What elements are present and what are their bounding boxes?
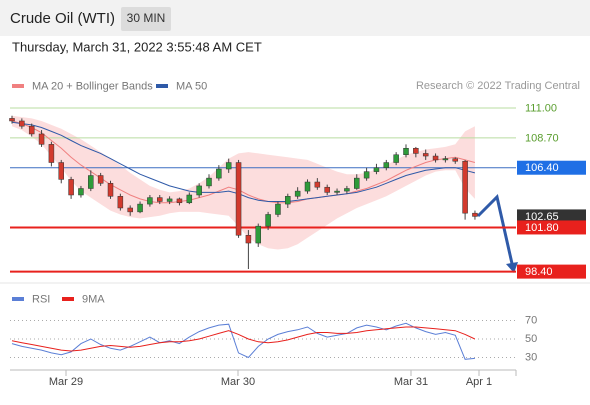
moving-average xyxy=(11,120,476,204)
candle-body xyxy=(137,203,143,213)
level-label: 101.80 xyxy=(525,222,559,234)
interval-button[interactable] xyxy=(121,7,171,31)
legend-label: MA 20 + Bollinger Bands xyxy=(32,80,153,92)
level-label: 98.40 xyxy=(525,266,553,278)
candle-body xyxy=(97,175,104,184)
level-label: 106.40 xyxy=(525,162,559,174)
candle-body xyxy=(344,188,350,192)
candle-body xyxy=(393,154,399,163)
level-box xyxy=(517,160,586,175)
datetime: Thursday, March 31, 2022 3:55:48 AM CET xyxy=(12,39,262,54)
candle-body xyxy=(9,118,15,122)
candle-body xyxy=(68,179,74,196)
legend-swatch xyxy=(62,297,74,301)
bollinger-band xyxy=(12,115,475,250)
level-label: 111.00 xyxy=(525,102,557,114)
candle-body xyxy=(38,133,45,145)
candle-body xyxy=(413,147,419,154)
candle-body xyxy=(383,162,390,168)
candle-body xyxy=(363,171,370,179)
candle-body xyxy=(373,167,380,172)
level-box xyxy=(517,209,586,224)
candle-body xyxy=(216,168,222,179)
candle-body xyxy=(324,186,330,193)
legend-swatch xyxy=(156,84,168,88)
candle-body xyxy=(442,158,449,161)
candle-body xyxy=(107,183,114,197)
candle-body xyxy=(19,120,25,127)
candle-body xyxy=(314,181,321,188)
candle-body xyxy=(422,153,429,157)
x-tick-label: Apr 1 xyxy=(466,376,492,388)
arrow-head xyxy=(506,262,518,273)
indicator-line xyxy=(11,326,476,352)
candle-body xyxy=(88,175,94,189)
candle-body xyxy=(147,197,153,205)
candle-body xyxy=(78,188,84,196)
candle-body xyxy=(462,160,468,214)
level-box xyxy=(517,220,586,235)
x-tick-label: Mar 31 xyxy=(394,376,428,388)
credit: Research © 2022 Trading Central xyxy=(416,80,580,92)
indicator-line xyxy=(11,322,475,360)
y-tick-label: 70 xyxy=(525,314,537,326)
candle-body xyxy=(206,177,212,187)
candle-body xyxy=(245,235,252,244)
candle-body xyxy=(265,214,271,227)
projection-arrow xyxy=(476,194,515,269)
legend-label: RSI xyxy=(32,293,50,305)
candle-body xyxy=(235,162,242,236)
candle-body xyxy=(275,203,281,215)
candle-body xyxy=(117,196,124,209)
y-tick-label: 50 xyxy=(525,333,537,345)
candle-body xyxy=(196,185,202,196)
candle-body xyxy=(432,155,439,161)
legend-label: 9MA xyxy=(82,293,105,305)
candle-body xyxy=(452,158,458,162)
legend-label: MA 50 xyxy=(176,80,207,92)
legend-swatch xyxy=(12,84,24,88)
level-box xyxy=(517,264,586,279)
candle-body xyxy=(225,162,232,170)
moving-average xyxy=(11,121,476,202)
candle-body xyxy=(334,190,340,193)
interval-label[interactable]: 30 MIN xyxy=(127,11,166,25)
candle-body xyxy=(403,147,409,155)
candle-body xyxy=(354,177,360,189)
x-tick-label: Mar 30 xyxy=(221,376,255,388)
candle-body xyxy=(58,162,64,180)
candle-body xyxy=(176,198,183,204)
candle-body xyxy=(472,212,478,217)
candle-body xyxy=(127,207,133,213)
candle-body xyxy=(48,144,55,163)
candle-body xyxy=(28,125,35,135)
y-tick-label: 30 xyxy=(525,351,537,363)
candle-body xyxy=(157,197,163,202)
header-bar xyxy=(0,0,590,36)
candle-body xyxy=(285,196,291,205)
x-tick-label: Mar 29 xyxy=(49,376,83,388)
level-label: 108.70 xyxy=(525,132,559,144)
legend-swatch xyxy=(12,297,24,301)
candle-body xyxy=(166,198,173,202)
candle-body xyxy=(294,190,301,197)
candle-body xyxy=(186,194,193,204)
instrument-title: Crude Oil (WTI) xyxy=(10,10,115,27)
level-label: 102.65 xyxy=(525,211,559,223)
candle-body xyxy=(255,225,261,244)
candle-body xyxy=(304,181,311,192)
